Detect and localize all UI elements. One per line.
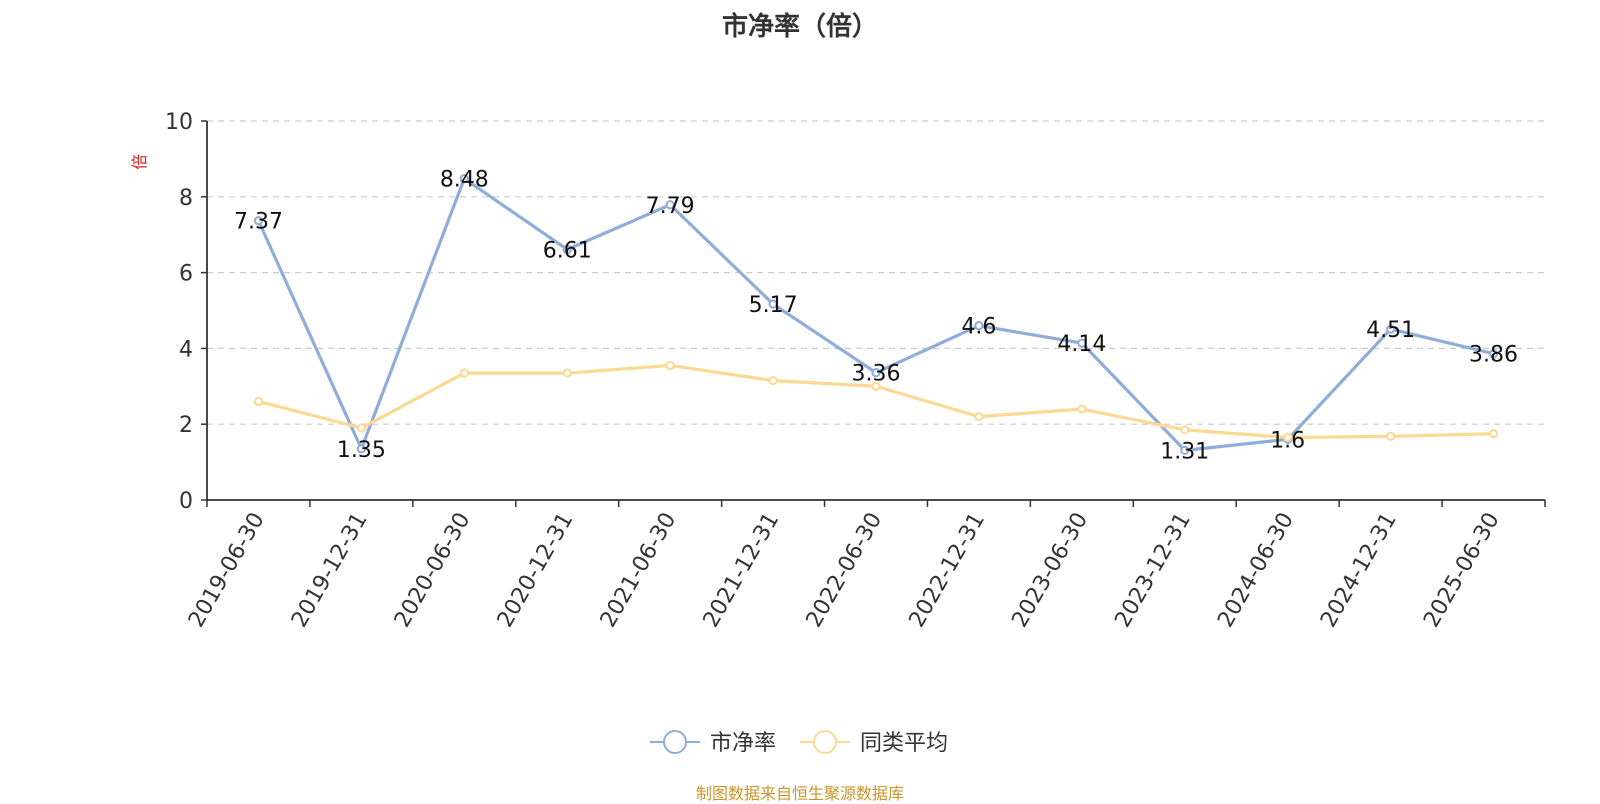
y-tick-label: 2 [179,413,193,438]
data-point [1386,431,1396,441]
x-tick-label: 2021-12-31 [699,509,785,632]
x-tick-label: 2023-12-31 [1110,509,1196,632]
data-point [459,174,469,184]
data-point [356,423,366,433]
data-label: 7.79 [646,194,695,219]
x-tick-label: 2024-12-31 [1316,509,1402,632]
data-point [871,368,881,378]
data-point [1386,324,1396,334]
data-point [1283,432,1293,443]
series-line-0 [257,177,1494,452]
legend-item-1[interactable]: 同类平均 [800,730,948,756]
legend-item-0[interactable]: 市净率 [650,730,776,756]
data-point [562,244,572,255]
data-point [459,368,469,378]
series [253,174,1499,455]
data-label: 7.37 [234,210,283,235]
y-tick-label: 4 [179,337,193,362]
data-point [356,444,366,454]
y-tick-label: 10 [165,110,193,135]
legend-label: 市净率 [710,731,776,756]
legend[interactable]: 市净率 同类平均 [650,730,948,756]
data-point [1180,445,1190,455]
y-tick-label: 0 [179,489,193,514]
data-point [1180,425,1190,435]
data-label: 3.36 [852,362,901,387]
source-note: 制图数据来自恒生聚源数据库 [695,784,904,803]
x-tick-label: 2022-06-30 [802,509,888,632]
x-tick-label: 2019-12-31 [287,509,373,632]
y-tick-label: 6 [179,262,193,287]
x-tick-label: 2022-12-31 [905,509,991,632]
data-point [1488,429,1499,439]
legend-label: 同类平均 [860,731,948,756]
legend-marker-icon [663,730,687,754]
data-point [253,396,264,407]
data-point [1077,338,1087,348]
data-labels: 7.37 1.35 8.48 6.61 7.79 5.17 3.36 4.6 4.14 1.31 1… [234,168,1518,465]
y-axis-label: 倍 [130,154,149,170]
y-tick-label: 8 [179,186,193,211]
data-point [1077,404,1087,414]
data-point [768,299,778,309]
x-tick-label: 2019-06-30 [184,509,270,632]
data-label: 5.17 [749,293,798,318]
x-tick-label: 2025-06-30 [1419,509,1505,632]
data-point [665,360,675,371]
data-point [1488,349,1499,359]
data-label: 1.31 [1160,439,1209,464]
data-point [974,321,984,331]
data-label: 3.86 [1469,343,1518,368]
data-point [871,381,881,391]
data-point [253,216,264,226]
data-label: 8.48 [440,168,489,193]
data-point [974,412,984,422]
data-point [562,368,572,378]
data-label: 4.51 [1366,318,1415,343]
x-tick-label: 2020-12-31 [493,509,579,632]
x-tick-label: 2024-06-30 [1213,509,1299,632]
data-label: 1.6 [1270,428,1305,453]
data-point [665,200,675,210]
data-label: 4.14 [1057,332,1106,357]
data-label: 4.6 [961,315,996,340]
data-label: 1.35 [337,438,386,463]
legend-marker-icon [813,730,837,754]
x-tick-label: 2020-06-30 [390,509,476,632]
data-point [768,376,778,386]
x-tick-label: 2023-06-30 [1007,509,1093,632]
data-label: 6.61 [543,238,592,263]
x-tick-label: 2021-06-30 [596,509,682,632]
chart-title: 市净率（倍） [721,12,878,42]
